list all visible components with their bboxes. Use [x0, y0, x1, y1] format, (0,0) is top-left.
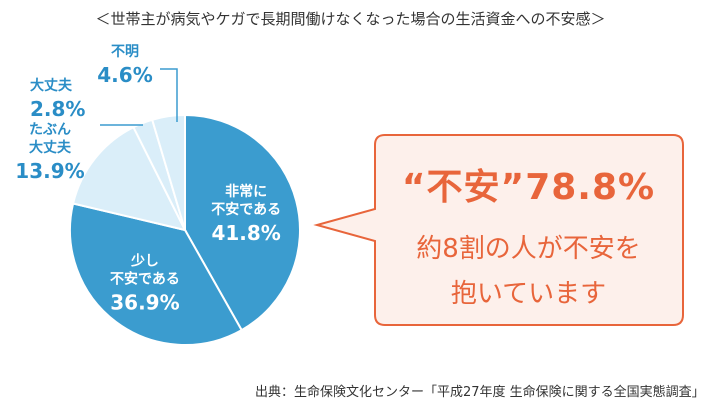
slice-value-2: 36.9%	[110, 290, 179, 314]
chart-title: ＜世帯主が病気やケガで長期間働けなくなった場合の生活資金への不安感＞	[95, 10, 606, 28]
pie-slice-5	[150, 113, 186, 231]
callout-headline: “不安”78.8%	[401, 167, 656, 208]
slice-label-3: 大丈夫	[29, 139, 72, 156]
source-note: 出典：生命保険文化センター「平成27年度 生命保険に関する全国実態調査」	[255, 385, 701, 400]
callout-bubble	[313, 134, 684, 326]
callout-box	[313, 134, 684, 326]
leader-line-5	[160, 68, 178, 122]
slice-value-3: 13.9%	[15, 159, 84, 183]
slice-label-3: たぶん	[29, 122, 71, 138]
slice-label-2: 少し	[130, 252, 159, 269]
slice-value-5: 4.6%	[97, 63, 152, 87]
slice-label-1: 非常に	[225, 183, 267, 200]
callout-text: “不安”78.8% 約8割の人が不安を 抱いています	[376, 130, 681, 330]
slice-label-2: 不安である	[110, 270, 180, 287]
slice-label-1: 不安である	[211, 201, 281, 218]
callout-line-1: 約8割の人が不安を	[416, 234, 641, 264]
pie-slice-1	[184, 113, 301, 332]
slice-label-4: 大丈夫	[30, 77, 73, 94]
pie-slice-3	[71, 125, 187, 232]
callout-line-2: 抱いています	[450, 279, 607, 309]
slice-value-4: 2.8%	[30, 97, 85, 121]
pie-slice-2	[69, 202, 244, 346]
slice-label-5: 不明	[111, 44, 139, 60]
slice-value-1: 41.8%	[211, 221, 280, 245]
